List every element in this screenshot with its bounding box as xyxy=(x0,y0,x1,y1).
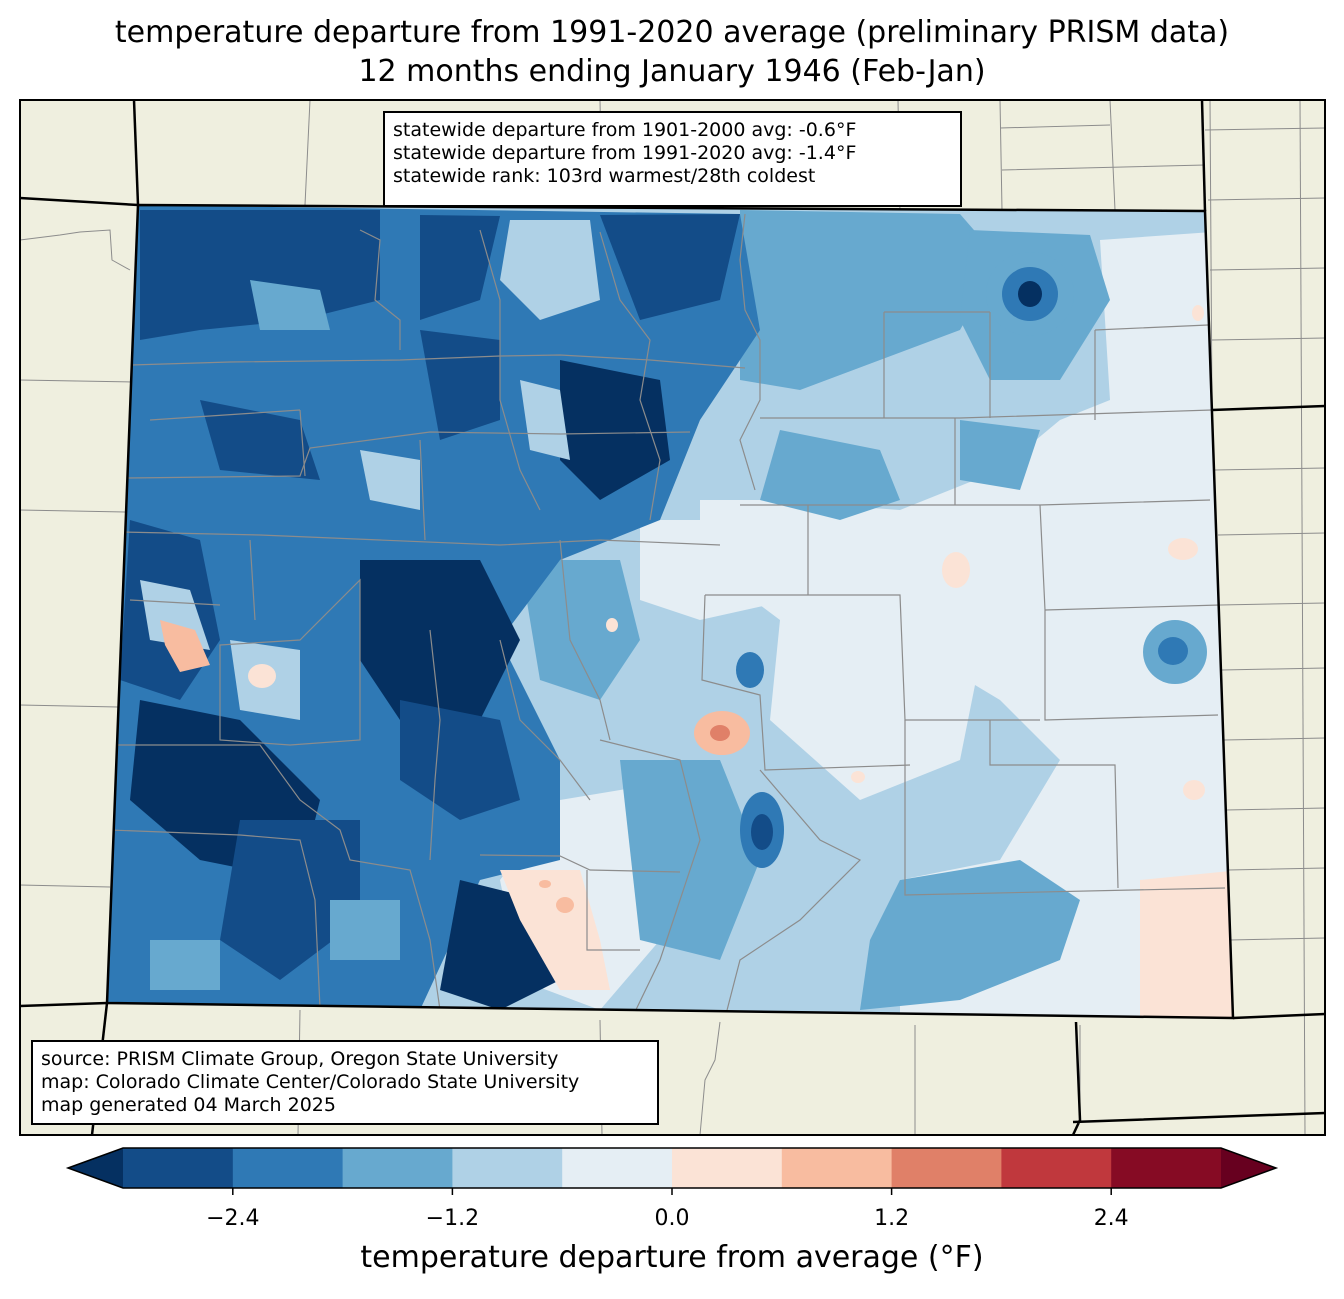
source-credit-box: source: PRISM Climate Group, Oregon Stat… xyxy=(31,1040,659,1125)
temperature-departure-field xyxy=(107,205,1233,1018)
colorbar-tick-label: −2.4 xyxy=(206,1206,260,1231)
colorbar-tick-label: −1.2 xyxy=(425,1206,480,1231)
colorbar-extend-high xyxy=(1221,1148,1276,1188)
colorbar-tick-label: 1.2 xyxy=(874,1206,910,1231)
stats-departure-1991-2020: statewide departure from 1991-2020 avg: … xyxy=(393,142,857,164)
colorbar-tick-label: 2.4 xyxy=(1093,1206,1129,1231)
colorbar-segment xyxy=(891,1148,1002,1188)
county-boundaries xyxy=(109,213,1226,1018)
colorbar-tick-label: 0.0 xyxy=(654,1206,690,1231)
colorbar-segment xyxy=(342,1148,453,1188)
map-credit-line: map: Colorado Climate Center/Colorado St… xyxy=(41,1071,580,1093)
colorbar xyxy=(65,1147,1279,1195)
map-frame xyxy=(19,99,1326,1136)
source-line: source: PRISM Climate Group, Oregon Stat… xyxy=(41,1048,559,1070)
colorbar-segment xyxy=(452,1148,563,1188)
colorbar-segment xyxy=(1001,1148,1112,1188)
colorbar-segment xyxy=(123,1148,234,1188)
colorbar-outline xyxy=(65,1147,1279,1189)
map-title-line1: temperature departure from 1991-2020 ave… xyxy=(114,15,1230,50)
map-title-line2: 12 months ending January 1946 (Feb-Jan) xyxy=(358,54,986,89)
colorbar-segment xyxy=(672,1148,783,1188)
colorbar-segment xyxy=(232,1148,344,1188)
colorbar-segment xyxy=(1111,1148,1222,1188)
generated-date-line: map generated 04 March 2025 xyxy=(41,1094,336,1116)
colorbar-segment xyxy=(562,1148,673,1188)
state-boundaries xyxy=(20,100,1325,1135)
statewide-stats-box: statewide departure from 1901-2000 avg: … xyxy=(383,111,962,207)
stats-rank: statewide rank: 103rd warmest/28th colde… xyxy=(393,165,816,187)
stats-departure-1901-2000: statewide departure from 1901-2000 avg: … xyxy=(393,119,857,141)
colorbar-label: temperature departure from average (°F) xyxy=(360,1240,984,1275)
colorbar-extend-low xyxy=(68,1148,123,1188)
colorbar-segment xyxy=(781,1148,893,1188)
